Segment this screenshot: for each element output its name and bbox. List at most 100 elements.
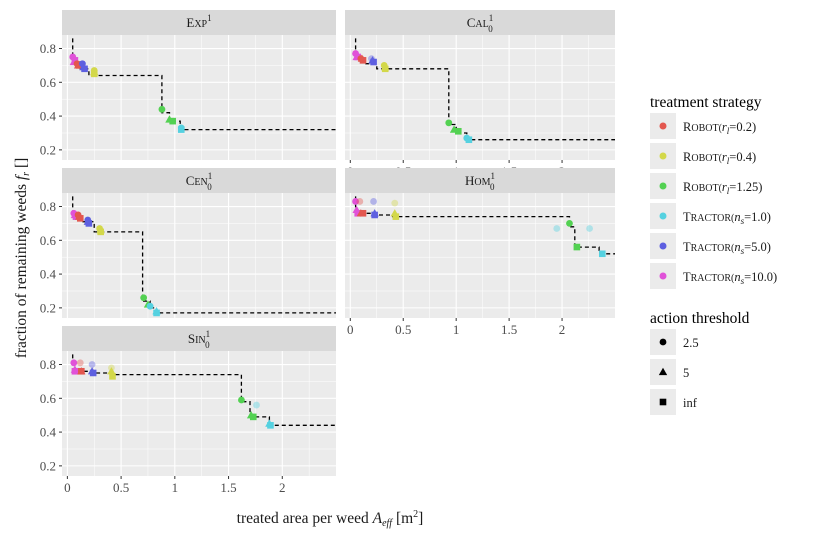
panel-background — [345, 35, 615, 160]
legend-label-param: n — [734, 210, 740, 224]
facet-title-initial: C — [186, 173, 195, 188]
legend-label: TRACTOR(ns=5.0) — [683, 240, 771, 256]
legend-label-value: =10.0) — [744, 270, 777, 284]
data-point — [359, 209, 367, 217]
legend-item: TRACTOR(ns=1.0) — [650, 203, 771, 229]
panel-background — [62, 193, 336, 318]
data-point — [356, 198, 364, 205]
data-point — [89, 369, 97, 377]
data-point — [267, 422, 274, 429]
legend-label-param-sub: l — [727, 126, 730, 136]
data-point — [70, 359, 78, 367]
legend-item: ROBOT(rl=0.2) — [650, 113, 756, 139]
legend-label: ROBOT(rl=1.25) — [683, 180, 762, 196]
data-point — [371, 211, 378, 219]
legend-shape-square — [659, 398, 667, 406]
facet-strip — [345, 10, 615, 35]
legend-color-title: treatment strategy — [650, 94, 762, 111]
y-tick-label: 0.4 — [40, 267, 57, 282]
data-point — [586, 225, 593, 232]
data-point — [370, 58, 377, 66]
data-point — [465, 136, 473, 144]
y-tick-label: 0.6 — [40, 233, 57, 248]
data-point — [573, 243, 581, 251]
y-tick-label: 0.2 — [40, 300, 56, 315]
y-tick-label: 0.8 — [40, 357, 56, 372]
legend-color: ROBOT(rl=0.2)ROBOT(rl=0.4)ROBOT(rl=1.25)… — [650, 113, 777, 289]
data-point — [71, 367, 79, 375]
facet-title: CEN1 0 — [186, 171, 213, 192]
legend-label-rest: OBOT( — [691, 123, 722, 134]
facet-cen: CEN1 0 0.2 0.4 0.6 0.8 — [40, 168, 336, 318]
x-tick-label: 0 — [64, 480, 71, 495]
legend-label-param: r — [722, 180, 727, 194]
data-point — [391, 199, 399, 207]
legend-shape-title: action threshold — [650, 310, 750, 327]
facet-title: CAL1 0 — [467, 13, 494, 34]
legend-label-param-sub: s — [741, 216, 745, 226]
panel-background — [62, 351, 336, 476]
y-tick-label: 0.6 — [40, 391, 57, 406]
x-tick-label: 0.5 — [113, 480, 129, 495]
legend-shape-item: 5 — [650, 359, 689, 385]
legend-label-initial: T — [683, 270, 691, 284]
data-point — [392, 213, 400, 220]
legend-label-value: =5.0) — [744, 240, 771, 254]
data-point — [85, 220, 93, 227]
data-point — [566, 220, 573, 227]
data-point — [359, 57, 367, 64]
y-axis-title: fraction of remaining weeds fr [] — [13, 158, 32, 359]
legend-label: ROBOT(rl=0.2) — [683, 120, 756, 136]
legend-label: ROBOT(rl=0.4) — [683, 150, 756, 166]
legend-label-param: n — [734, 240, 740, 254]
legend-label-value: =1.25) — [729, 180, 762, 194]
panel-background — [62, 35, 336, 160]
legend-key-dot — [659, 242, 667, 250]
data-point — [90, 70, 98, 78]
legend-label-rest: RACTOR( — [691, 273, 735, 284]
step-line — [354, 196, 615, 255]
legend-label-param: n — [734, 270, 740, 284]
legend-label-param-sub: l — [727, 186, 730, 196]
facet-title: HOM1 0 — [465, 171, 495, 192]
legend-label-value: =0.4) — [729, 150, 756, 164]
legend-shape-item: inf — [650, 389, 698, 415]
legend-label-rest: OBOT( — [691, 183, 722, 194]
facet-title-rest: OM — [474, 177, 490, 188]
data-point — [352, 198, 359, 205]
x-tick-label: 0 — [347, 322, 354, 337]
data-point — [158, 105, 166, 113]
legend-label-param: r — [722, 150, 727, 164]
facet-strip — [62, 168, 336, 193]
facet-strip — [62, 326, 336, 351]
legend-key-dot — [659, 182, 667, 190]
facet-title-initial: E — [186, 15, 194, 30]
legend-key-dot — [659, 122, 667, 130]
legend-label-value: =0.2) — [729, 120, 756, 134]
legend-label-value: =1.0) — [744, 210, 771, 224]
y-tick-label: 0.8 — [40, 41, 56, 56]
legend-item: TRACTOR(ns=10.0) — [650, 263, 777, 289]
facet-title-rest: EN — [194, 177, 207, 188]
data-point — [97, 228, 104, 236]
legend-shape-triangle — [658, 367, 668, 376]
data-point — [75, 62, 83, 69]
legend-shape-label: inf — [683, 396, 698, 410]
data-point — [76, 359, 84, 367]
facet-title: SIN1 0 — [188, 329, 210, 350]
step-line — [72, 196, 336, 314]
data-point — [598, 250, 606, 258]
legend-label-initial: R — [683, 150, 692, 164]
legend-item: ROBOT(rl=0.4) — [650, 143, 756, 169]
legend-label-param: r — [722, 120, 727, 134]
legend-label: TRACTOR(ns=10.0) — [683, 270, 777, 286]
legend-shape-circle — [659, 338, 667, 346]
data-point — [81, 65, 88, 73]
facet-sin: SIN1 00.20.40.60.80 0.5 1 1.5 2 — [40, 326, 336, 495]
facet-hom: HOM1 00 0.5 1 1.5 2 — [345, 168, 615, 337]
data-point — [153, 309, 160, 317]
x-tick-label: 2 — [279, 480, 286, 495]
facet-title-sup: 1 — [489, 13, 494, 23]
facet-title-rest: AL — [475, 19, 488, 30]
facet-title-rest: XP — [194, 19, 207, 30]
